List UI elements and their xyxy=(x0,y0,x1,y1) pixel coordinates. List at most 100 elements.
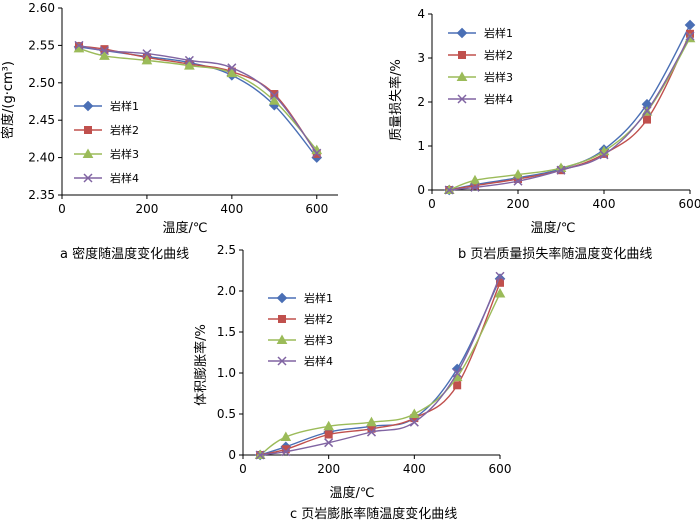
series-2 xyxy=(445,29,694,194)
legend-label: 岩样3 xyxy=(110,147,139,161)
data-point xyxy=(513,176,523,186)
y-tick-label: 2.0 xyxy=(217,284,236,298)
data-point xyxy=(452,368,462,378)
legend-label: 岩样1 xyxy=(304,291,333,305)
data-point xyxy=(226,67,238,78)
x-tick-label: 400 xyxy=(403,462,426,476)
data-point xyxy=(469,174,481,185)
y-axis-label: 体积膨胀率/% xyxy=(193,324,209,406)
legend-marker xyxy=(84,126,92,134)
data-point xyxy=(408,408,420,418)
y-tick-label: 2 xyxy=(417,95,425,109)
data-point xyxy=(366,416,377,427)
legend-marker xyxy=(278,315,286,323)
series-4 xyxy=(444,31,695,195)
y-tick-label: 3 xyxy=(417,51,425,65)
legend-marker xyxy=(276,334,288,344)
legend-label: 岩样4 xyxy=(110,171,139,185)
y-axis-label: 密度/(g·cm³) xyxy=(0,61,16,139)
x-axis-label: 温度/℃ xyxy=(330,485,375,501)
y-tick-label: 1 xyxy=(417,139,425,153)
legend-label: 岩样2 xyxy=(484,48,513,62)
data-point xyxy=(255,450,265,460)
x-tick-label: 200 xyxy=(507,197,530,211)
legend-marker xyxy=(83,173,93,183)
legend-label: 岩样3 xyxy=(484,70,513,84)
data-point xyxy=(494,287,506,298)
data-point xyxy=(184,60,195,70)
chart-a: 2.35 2.40 2.45 2.50 2.55 2.60 0 200 400 600 温度/℃ 密度… xyxy=(0,1,338,262)
legend-label: 岩样2 xyxy=(304,312,333,326)
data-point xyxy=(323,420,335,431)
data-point xyxy=(268,95,280,105)
legend-marker xyxy=(456,71,468,81)
x-tick-label: 200 xyxy=(135,202,158,216)
data-point xyxy=(453,381,462,390)
chart-c: 0 0.5 1.0 1.5 2.0 2.5 0 200 400 600 温度/℃ 体积膨胀率/% c 页… xyxy=(193,243,511,522)
chart-b: 0 1 2 3 4 0 200 400 600 温度/℃ 质量损失率/% b 页岩质量损失率随温度变化… xyxy=(388,7,700,262)
x-tick-label: 0 xyxy=(428,197,436,211)
legend-marker xyxy=(82,100,94,112)
legend: 岩样1 岩样2 岩样3 岩样4 xyxy=(74,99,139,185)
series-3 xyxy=(73,42,323,155)
series-line xyxy=(259,282,501,456)
legend-label: 岩样4 xyxy=(484,92,513,106)
data-point xyxy=(470,182,480,192)
legend-label: 岩样1 xyxy=(484,26,513,40)
data-point xyxy=(685,31,695,41)
y-tick-label: 2.40 xyxy=(28,151,55,165)
y-tick-label: 2.35 xyxy=(28,188,55,202)
y-tick-label: 4 xyxy=(417,7,425,21)
data-point xyxy=(74,40,84,50)
x-tick-label: 200 xyxy=(317,462,340,476)
series-4 xyxy=(255,271,505,460)
legend: 岩样1 岩样2 岩样3 岩样4 xyxy=(448,26,513,106)
data-point xyxy=(142,49,152,59)
series-3 xyxy=(443,32,696,194)
data-point xyxy=(312,148,322,158)
data-point xyxy=(141,54,153,65)
y-tick-label: 1.5 xyxy=(217,325,236,339)
legend: 岩样1 岩样2 岩样3 岩样4 xyxy=(268,291,333,368)
x-tick-label: 400 xyxy=(593,197,616,211)
chart-caption: c 页岩膨胀率随温度变化曲线 xyxy=(290,506,457,522)
y-tick-label: 2.55 xyxy=(28,38,55,52)
data-point xyxy=(281,447,291,457)
data-point xyxy=(269,90,279,101)
data-point xyxy=(99,50,110,60)
y-tick-label: 2.50 xyxy=(28,76,55,90)
series-2 xyxy=(256,278,504,459)
x-tick-label: 400 xyxy=(220,202,243,216)
x-tick-label: 600 xyxy=(305,202,328,216)
x-axis-label: 温度/℃ xyxy=(163,220,208,236)
legend-label: 岩样4 xyxy=(304,354,333,368)
data-point xyxy=(684,19,696,31)
legend-marker xyxy=(277,356,287,366)
legend-marker xyxy=(82,148,94,158)
data-point xyxy=(409,417,419,427)
x-axis-label: 温度/℃ xyxy=(531,220,576,236)
data-point xyxy=(366,427,377,437)
x-tick-label: 0 xyxy=(239,462,247,476)
data-point xyxy=(99,46,109,56)
series-4 xyxy=(74,40,322,158)
data-point xyxy=(556,165,566,175)
legend-marker xyxy=(276,292,288,304)
data-point xyxy=(324,438,334,448)
data-point xyxy=(227,63,237,73)
data-point xyxy=(599,150,609,160)
y-tick-label: 0 xyxy=(417,183,425,197)
legend-label: 岩样2 xyxy=(110,123,139,137)
x-tick-label: 0 xyxy=(58,202,66,216)
data-point xyxy=(642,106,652,116)
data-point xyxy=(512,169,524,179)
chart-caption: b 页岩质量损失率随温度变化曲线 xyxy=(458,246,652,262)
data-point xyxy=(643,115,651,124)
y-tick-label: 2.5 xyxy=(217,243,236,257)
x-tick-label: 600 xyxy=(489,462,512,476)
data-point xyxy=(184,55,194,65)
data-point xyxy=(495,271,505,281)
chart-caption: a 密度随温度变化曲线 xyxy=(60,246,189,262)
x-tick-label: 600 xyxy=(679,197,700,211)
